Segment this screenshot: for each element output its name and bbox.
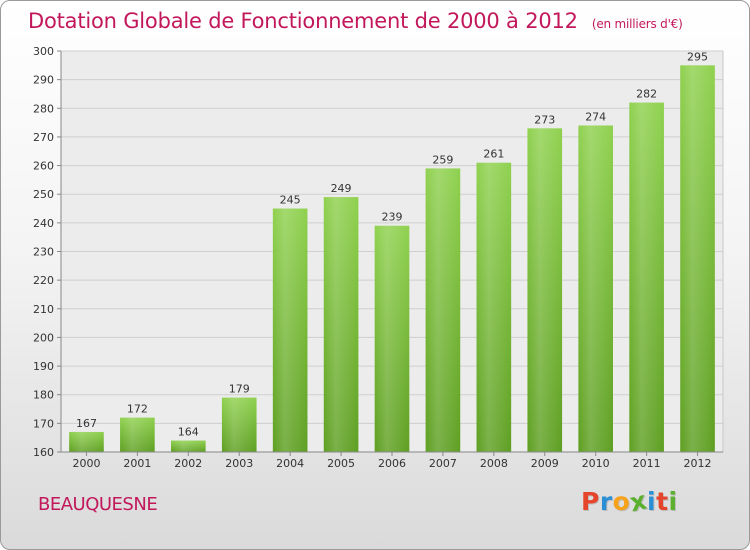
logo-letter: i bbox=[668, 487, 678, 516]
x-tick-label: 2010 bbox=[582, 457, 610, 470]
chart-unit: (en milliers d'€) bbox=[591, 17, 683, 31]
bar-highlight bbox=[69, 431, 104, 452]
x-tick-label: 2007 bbox=[429, 457, 457, 470]
data-label: 261 bbox=[483, 148, 504, 161]
y-tick-label: 160 bbox=[33, 446, 54, 459]
logo-letter: i bbox=[647, 487, 657, 516]
y-tick-label: 220 bbox=[33, 274, 54, 287]
y-tick-label: 300 bbox=[33, 45, 54, 58]
y-tick-label: 200 bbox=[33, 331, 54, 344]
bar-highlight bbox=[120, 417, 155, 452]
data-label: 164 bbox=[178, 426, 199, 439]
x-tick-label: 2003 bbox=[225, 457, 253, 470]
y-tick-label: 210 bbox=[33, 303, 54, 316]
logo-letter: r bbox=[599, 487, 613, 516]
x-tick-label: 2011 bbox=[633, 457, 661, 470]
bar-highlight bbox=[374, 225, 410, 452]
y-tick-label: 270 bbox=[33, 131, 54, 144]
data-label: 249 bbox=[331, 182, 352, 195]
chart-title-text: Dotation Globale de Fonctionnement de 20… bbox=[28, 9, 578, 33]
x-tick-label: 2004 bbox=[276, 457, 304, 470]
x-tick-label: 2000 bbox=[72, 457, 100, 470]
y-tick-label: 250 bbox=[33, 188, 54, 201]
x-tick-label: 2005 bbox=[327, 457, 355, 470]
y-tick-label: 170 bbox=[33, 417, 54, 430]
bar-highlight bbox=[629, 102, 664, 453]
proxiti-logo: Proxiti bbox=[581, 486, 678, 518]
bar-highlight bbox=[272, 208, 308, 452]
chart-title: Dotation Globale de Fonctionnement de 20… bbox=[28, 9, 683, 33]
y-tick-label: 240 bbox=[33, 217, 54, 230]
x-tick-label: 2012 bbox=[684, 457, 712, 470]
data-label: 282 bbox=[636, 88, 657, 101]
logo-letter: o bbox=[612, 487, 631, 516]
y-tick-label: 190 bbox=[33, 360, 54, 373]
bar-highlight bbox=[476, 162, 512, 452]
bar-highlight bbox=[170, 440, 206, 452]
commune-name: BEAUQUESNE bbox=[38, 494, 158, 515]
bar-highlight bbox=[578, 125, 614, 452]
x-tick-label: 2001 bbox=[123, 457, 151, 470]
y-tick-label: 290 bbox=[33, 74, 54, 87]
data-label: 274 bbox=[585, 110, 606, 123]
data-label: 245 bbox=[280, 194, 301, 207]
bar-highlight bbox=[527, 128, 563, 452]
data-label: 172 bbox=[127, 403, 148, 416]
bar-highlight bbox=[680, 65, 715, 453]
data-label: 179 bbox=[229, 383, 250, 396]
data-label: 295 bbox=[687, 50, 708, 63]
bar-highlight bbox=[425, 168, 461, 452]
data-label: 259 bbox=[432, 153, 453, 166]
y-tick-label: 180 bbox=[33, 389, 54, 402]
x-tick-label: 2002 bbox=[174, 457, 202, 470]
data-label: 273 bbox=[534, 113, 555, 126]
x-tick-label: 2006 bbox=[378, 457, 406, 470]
y-tick-label: 280 bbox=[33, 102, 54, 115]
data-label: 167 bbox=[76, 417, 97, 430]
y-tick-label: 260 bbox=[33, 160, 54, 173]
x-tick-label: 2009 bbox=[531, 457, 559, 470]
bar-highlight bbox=[221, 397, 257, 452]
x-tick-label: 2008 bbox=[480, 457, 508, 470]
y-tick-label: 230 bbox=[33, 246, 54, 259]
logo-letter: P bbox=[581, 487, 600, 516]
bar-highlight bbox=[323, 197, 359, 452]
logo-letter: t bbox=[656, 487, 669, 516]
data-label: 239 bbox=[382, 211, 403, 224]
